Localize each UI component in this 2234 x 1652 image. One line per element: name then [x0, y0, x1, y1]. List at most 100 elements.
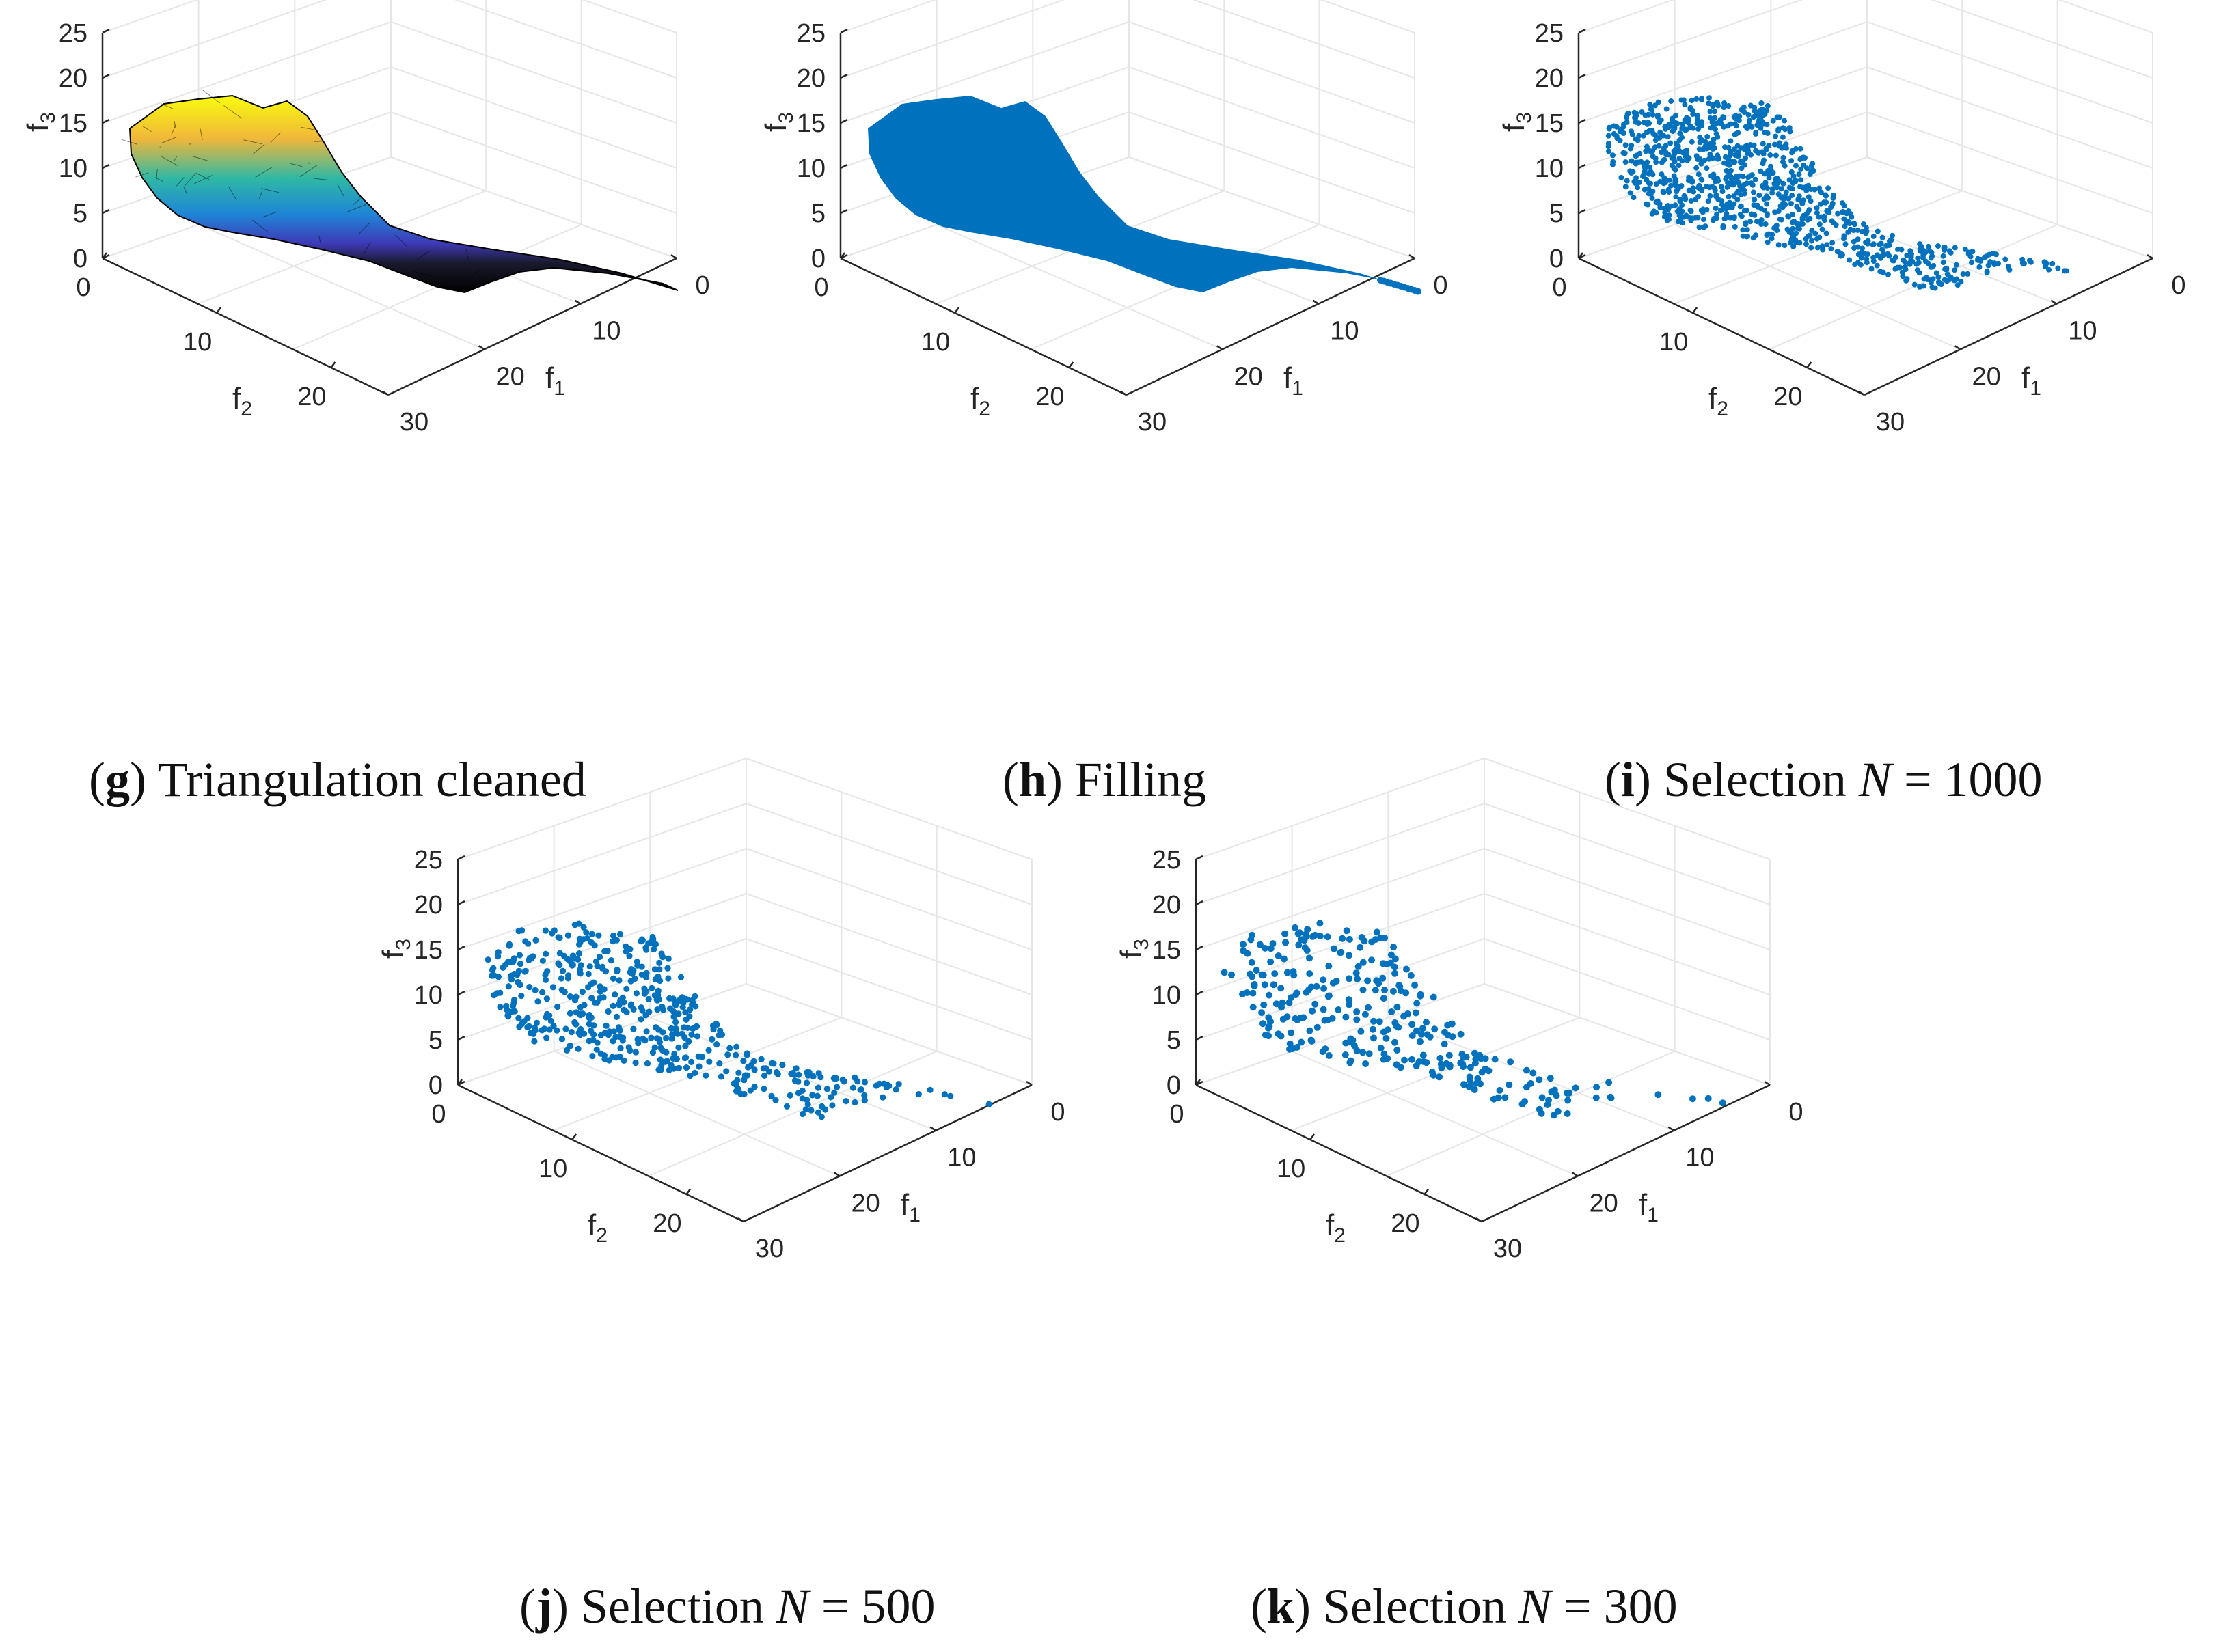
g-mesh-edge — [155, 168, 158, 182]
j-point — [580, 924, 587, 931]
i-point — [1845, 229, 1851, 235]
j-point — [656, 966, 663, 973]
i-point — [1679, 202, 1685, 208]
k-point — [1373, 977, 1380, 985]
i-point — [1969, 260, 1974, 266]
j-point — [751, 1066, 758, 1073]
k-point — [1445, 1061, 1452, 1069]
g-grid-back-left — [102, 0, 198, 33]
i-point — [1642, 112, 1648, 118]
i-point — [1631, 195, 1637, 201]
k-point — [1507, 1058, 1514, 1066]
h-point — [1415, 288, 1421, 295]
k-point — [1345, 996, 1352, 1004]
j-point — [524, 1015, 531, 1021]
h-f1-tick-label: 10 — [1330, 317, 1359, 346]
i-point — [1695, 171, 1702, 178]
i-point — [1789, 212, 1795, 218]
i-point — [1807, 171, 1813, 177]
i-point — [1931, 262, 1937, 269]
j-point — [705, 1047, 712, 1054]
j-f2-axis — [457, 1084, 744, 1223]
i-f2-label: f2 — [1708, 382, 1728, 420]
j-point — [655, 1066, 662, 1073]
i-point — [1695, 156, 1701, 162]
i-point — [1707, 193, 1713, 199]
i-point — [1772, 209, 1778, 215]
i-point — [1773, 152, 1779, 159]
k-point — [1428, 1069, 1436, 1076]
i-point — [1760, 141, 1766, 147]
k-point — [1391, 969, 1399, 977]
h-f2-tick — [1068, 361, 1074, 368]
i-point — [1675, 186, 1681, 192]
i-point — [1823, 230, 1829, 236]
j-point — [595, 932, 602, 939]
j-point — [694, 1033, 700, 1040]
k-f3-label: f3 — [1115, 939, 1153, 959]
k-point — [1288, 1029, 1295, 1036]
j-point — [688, 1031, 695, 1038]
g-mesh-edge — [346, 204, 366, 213]
i-point — [1952, 245, 1958, 251]
j-point — [852, 1074, 858, 1081]
j-point — [543, 1034, 550, 1041]
k-f2-tick-label: 10 — [1277, 1155, 1305, 1183]
g-mesh-edge — [417, 273, 420, 276]
j-point — [713, 1041, 720, 1048]
i-point — [1825, 185, 1831, 191]
i-point — [1744, 150, 1750, 156]
j-point — [682, 1009, 689, 1016]
i-point — [1841, 216, 1847, 222]
k-point — [1536, 1105, 1543, 1113]
i-f3-tick-label: 20 — [1535, 64, 1564, 93]
j-point — [592, 958, 600, 965]
k-point — [1337, 948, 1345, 956]
panel-h-chart: 0 5 10 15 20 25 0 10 20 0 10 20 30 f3 f2 f1 — [759, 0, 1448, 437]
j-point — [542, 927, 549, 934]
i-point — [1858, 255, 1864, 261]
i-grid-floor — [1674, 223, 1961, 350]
k-point — [1496, 1086, 1503, 1094]
j-point — [588, 980, 595, 987]
i-point — [1779, 217, 1784, 223]
j-point — [659, 1003, 666, 1010]
i-point — [1951, 277, 1957, 284]
i-point — [1699, 177, 1705, 183]
h-f2-tick — [954, 307, 960, 314]
j-f3-tick-label: 5 — [428, 1026, 443, 1055]
k-point — [1572, 1084, 1579, 1092]
i-point — [1627, 190, 1633, 196]
i-point — [1652, 144, 1658, 150]
j-point — [706, 1058, 713, 1065]
g-f3-tick — [102, 208, 110, 215]
j-point — [630, 1025, 637, 1032]
j-point — [601, 1030, 608, 1036]
j-point — [655, 973, 662, 980]
j-point — [602, 968, 610, 975]
i-point — [1741, 104, 1747, 110]
i-point — [1633, 159, 1639, 165]
j-point — [672, 1002, 679, 1008]
j-point — [567, 958, 574, 965]
j-f2-tick — [457, 1079, 463, 1086]
i-point — [1714, 99, 1720, 105]
i-point — [1797, 240, 1803, 246]
j-point — [544, 968, 551, 975]
h-grid-back-left — [840, 21, 1130, 124]
i-point — [1790, 180, 1796, 186]
i-point — [1780, 125, 1786, 131]
i-grid-back-right — [1931, 0, 2153, 79]
k-point — [1388, 1008, 1395, 1015]
j-point — [524, 1023, 531, 1031]
i-point — [1653, 210, 1659, 216]
i-point — [1764, 201, 1770, 207]
k-point — [1342, 1013, 1350, 1021]
j-point — [649, 1049, 656, 1056]
k-point — [1544, 1101, 1551, 1108]
h-f3-label: f3 — [759, 112, 798, 132]
j-f2-tick-label: 0 — [431, 1100, 446, 1129]
k-f2-tick — [1195, 1079, 1201, 1086]
i-point — [1722, 144, 1728, 150]
k-point — [1467, 1082, 1474, 1090]
